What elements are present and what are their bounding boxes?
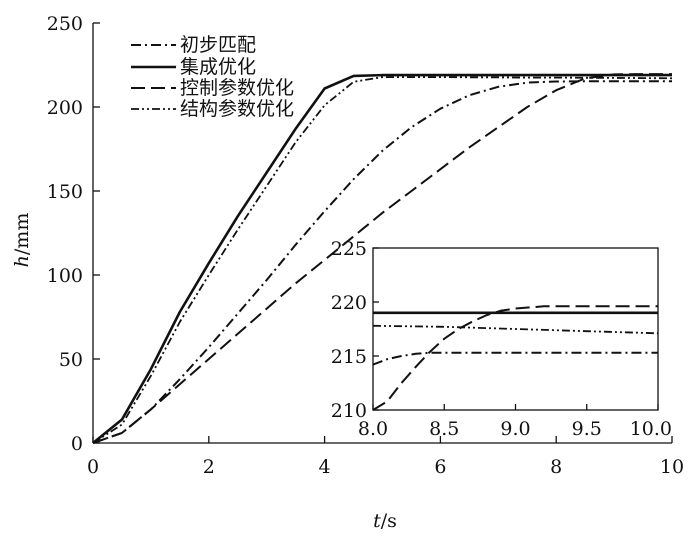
legend-label-preliminary: 初步匹配	[180, 34, 256, 56]
x-axis-unit: /s	[381, 510, 397, 532]
main-y-ticks: 0 50 100 150 200 250	[47, 13, 100, 455]
main-x-tick-label: 4	[319, 456, 331, 478]
main-line-structure	[92, 76, 673, 444]
y-axis-var: h	[11, 255, 33, 267]
main-line-control	[92, 73, 672, 444]
inset-line-preliminary	[372, 351, 658, 366]
inset-x-tick-label: 8.0	[358, 418, 388, 440]
main-x-tick-label: 6	[434, 456, 446, 478]
inset-y-ticks: 210 215 220 225	[331, 238, 379, 422]
y-axis-unit: /mm	[11, 213, 33, 255]
x-axis-label: t/s	[373, 510, 397, 532]
inset-x-ticks: 8.0 8.5 9.0 9.5 10.0	[358, 404, 672, 440]
inset-x-tick-label: 8.5	[429, 418, 459, 440]
legend: 初步匹配 集成优化 控制参数优化 结构参数优化	[131, 34, 294, 120]
inset-y-tick-label: 225	[331, 238, 367, 260]
main-y-tick-label: 100	[47, 265, 83, 287]
main-x-tick-label: 0	[87, 456, 99, 478]
legend-label-control: 控制参数优化	[180, 77, 294, 99]
y-axis-label: h/mm	[11, 213, 33, 268]
inset-x-tick-label: 10.0	[630, 418, 672, 440]
inset-line-structure	[372, 324, 659, 335]
main-x-tick-label: 10	[660, 456, 684, 478]
main-y-tick-label: 0	[71, 433, 83, 455]
main-plot: 0 2 4 6 8 10 0 50 100 150 200 250	[47, 13, 684, 478]
main-line-integrated	[92, 73, 672, 445]
inset-plot: 8.0 8.5 9.0 9.5 10.0 210 215 220 225	[331, 238, 672, 440]
inset-y-tick-label: 220	[331, 292, 367, 314]
x-axis-var: t	[373, 510, 381, 532]
legend-label-structure: 结构参数优化	[180, 98, 294, 120]
main-y-tick-label: 150	[47, 181, 83, 203]
main-x-tick-label: 8	[550, 456, 562, 478]
main-y-tick-label: 200	[47, 97, 83, 119]
inset-x-tick-label: 9.5	[572, 418, 602, 440]
inset-y-tick-label: 215	[331, 346, 367, 368]
inset-x-tick-label: 9.0	[500, 418, 530, 440]
main-series-lines	[92, 73, 673, 445]
legend-label-integrated: 集成优化	[180, 56, 256, 78]
inset-line-control	[372, 305, 658, 411]
main-y-tick-label: 250	[47, 13, 83, 35]
inset-series-lines	[372, 305, 659, 411]
main-x-ticks: 0 2 4 6 8 10	[87, 436, 684, 478]
inset-y-tick-label: 210	[331, 400, 367, 422]
main-y-tick-label: 50	[59, 349, 83, 371]
main-x-tick-label: 2	[203, 456, 215, 478]
